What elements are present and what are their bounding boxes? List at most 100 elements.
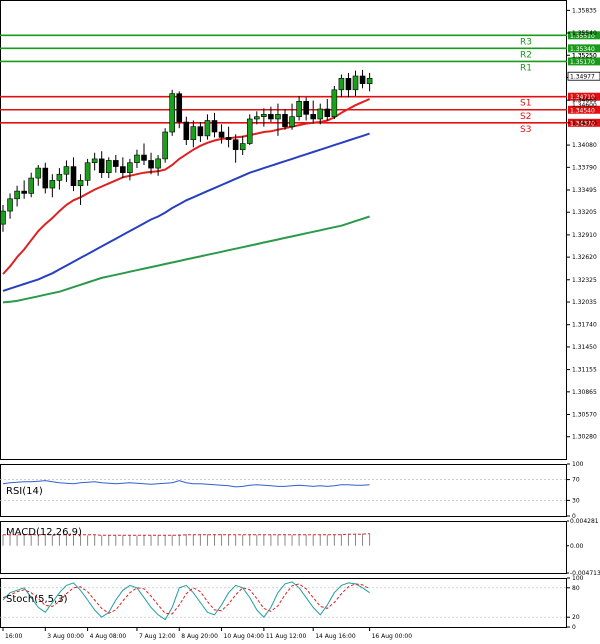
candle-body (134, 154, 140, 164)
level-tag-text-r2: 1.35340 (570, 46, 595, 53)
candle-body (190, 126, 197, 140)
candle-body (183, 121, 190, 140)
time-label: 16:00 (5, 633, 22, 640)
candle-body (204, 120, 211, 137)
candle-body (366, 77, 373, 84)
macd-signal-line (3, 533, 370, 536)
candle-body (113, 160, 119, 167)
price-tick-label: 1.30865 (572, 389, 597, 396)
price-extra-label: 1.35250 (572, 52, 597, 59)
panel-frames (0, 0, 567, 628)
candle-body (282, 114, 288, 127)
level-tag-s3 (568, 118, 600, 127)
candle-body (98, 158, 105, 174)
candle-body (56, 173, 63, 181)
time-label: 11 Aug 12:00 (266, 633, 307, 640)
price-tick-label: 1.33790 (572, 164, 597, 171)
time-label: 4 Aug 08:00 (90, 633, 127, 640)
price-tick-label: 1.32910 (572, 232, 597, 239)
time-label: 7 Aug 12:00 (139, 633, 176, 640)
candle-body (225, 137, 232, 140)
candle-body (246, 118, 253, 144)
candle-body (120, 166, 126, 174)
rsi-panel: 100 70 30 0 RSI(14) (0, 461, 584, 520)
level-tag-s2 (568, 105, 600, 114)
candle-body (162, 131, 168, 160)
macd-tick-label: -0.004713 (570, 570, 600, 577)
candle-body (169, 93, 175, 133)
stoch-tick-label: 100 (572, 575, 584, 582)
candle-body (14, 190, 20, 200)
stoch-tick-label: 0 (572, 624, 576, 631)
candle-body (303, 101, 309, 115)
stoch-panel: 100 80 20 0 Stoch(5,5,3) (0, 575, 584, 631)
panel-frame (0, 521, 567, 574)
time-label: 14 Aug 16:00 (315, 633, 356, 640)
candle-body (197, 126, 204, 137)
price-tick-label: 1.34665 (572, 97, 597, 104)
candle-body (84, 162, 91, 181)
level-tag-text-s2: 1.34540 (570, 107, 595, 114)
level-tag-text-r1: 1.35170 (570, 59, 595, 66)
current-price-label: 1.34977 (570, 74, 595, 81)
candles (0, 69, 373, 232)
price-tick-label: 1.34080 (572, 142, 597, 149)
candle-body (317, 108, 324, 120)
candle-body (155, 158, 161, 169)
candle-body (232, 139, 239, 150)
panel-frame (0, 578, 567, 628)
candle-body (359, 75, 366, 84)
candle-body (77, 180, 84, 187)
candle-body (254, 116, 260, 120)
panel-frame (0, 464, 567, 517)
candle-body (28, 177, 35, 194)
rsi-tick-label: 30 (572, 497, 580, 504)
moving-average-2 (2, 132, 370, 292)
candle-body (211, 120, 218, 133)
time-label: 3 Aug 00:00 (47, 633, 84, 640)
candle-body (127, 162, 133, 174)
current-price-tag (567, 71, 600, 81)
candle-body (70, 166, 77, 187)
stoch-tick-label: 20 (572, 614, 580, 621)
candle-body (331, 89, 338, 117)
macd-tick-label: 0.004281 (570, 518, 599, 525)
rsi-line (2, 480, 370, 488)
moving-averages (2, 98, 371, 304)
level-name-s1: S1 (520, 99, 531, 109)
candle-body (352, 75, 359, 91)
rsi-tick-label: 100 (572, 461, 584, 468)
level-tag-s1 (568, 92, 600, 101)
price-tick-label: 1.32035 (572, 299, 597, 306)
candle-body (218, 131, 225, 138)
stoch-d-line (2, 583, 370, 615)
time-label: 8 Aug 20:00 (181, 633, 218, 640)
candle-body (268, 114, 274, 120)
price-tick-label: 1.34370 (572, 120, 597, 127)
candle-body (345, 77, 352, 91)
candle-body (63, 166, 70, 175)
moving-average-3 (2, 215, 370, 304)
candle-body (42, 167, 49, 189)
time-label: 16 Aug 00:00 (372, 633, 413, 640)
stoch-k-line (2, 581, 370, 621)
candle-body (289, 116, 295, 127)
price-tick-label: 1.31450 (572, 344, 597, 351)
candle-body (296, 101, 302, 117)
price-tick-label: 1.35250 (572, 52, 597, 59)
stoch-title: Stoch(5,5,3) (6, 594, 68, 605)
candle-body (141, 154, 147, 161)
level-name-r3: R3 (520, 37, 532, 47)
candle-body (0, 210, 6, 225)
price-tick-label: 1.32325 (572, 277, 597, 284)
candle-body (49, 180, 56, 189)
time-axis: 16:00 3 Aug 00:00 4 Aug 08:00 7 Aug 12:00 8 … (2, 627, 413, 640)
price-axis: 1.358351.355401.352501.349601.346651.343… (567, 7, 600, 441)
candle-body (7, 198, 13, 212)
level-tag-text-r3: 1.35510 (570, 33, 595, 40)
candle-body (239, 143, 246, 150)
price-tick-label: 1.30280 (572, 434, 597, 441)
rsi-tick-label: 0 (572, 513, 576, 520)
panel-frame (0, 0, 567, 460)
